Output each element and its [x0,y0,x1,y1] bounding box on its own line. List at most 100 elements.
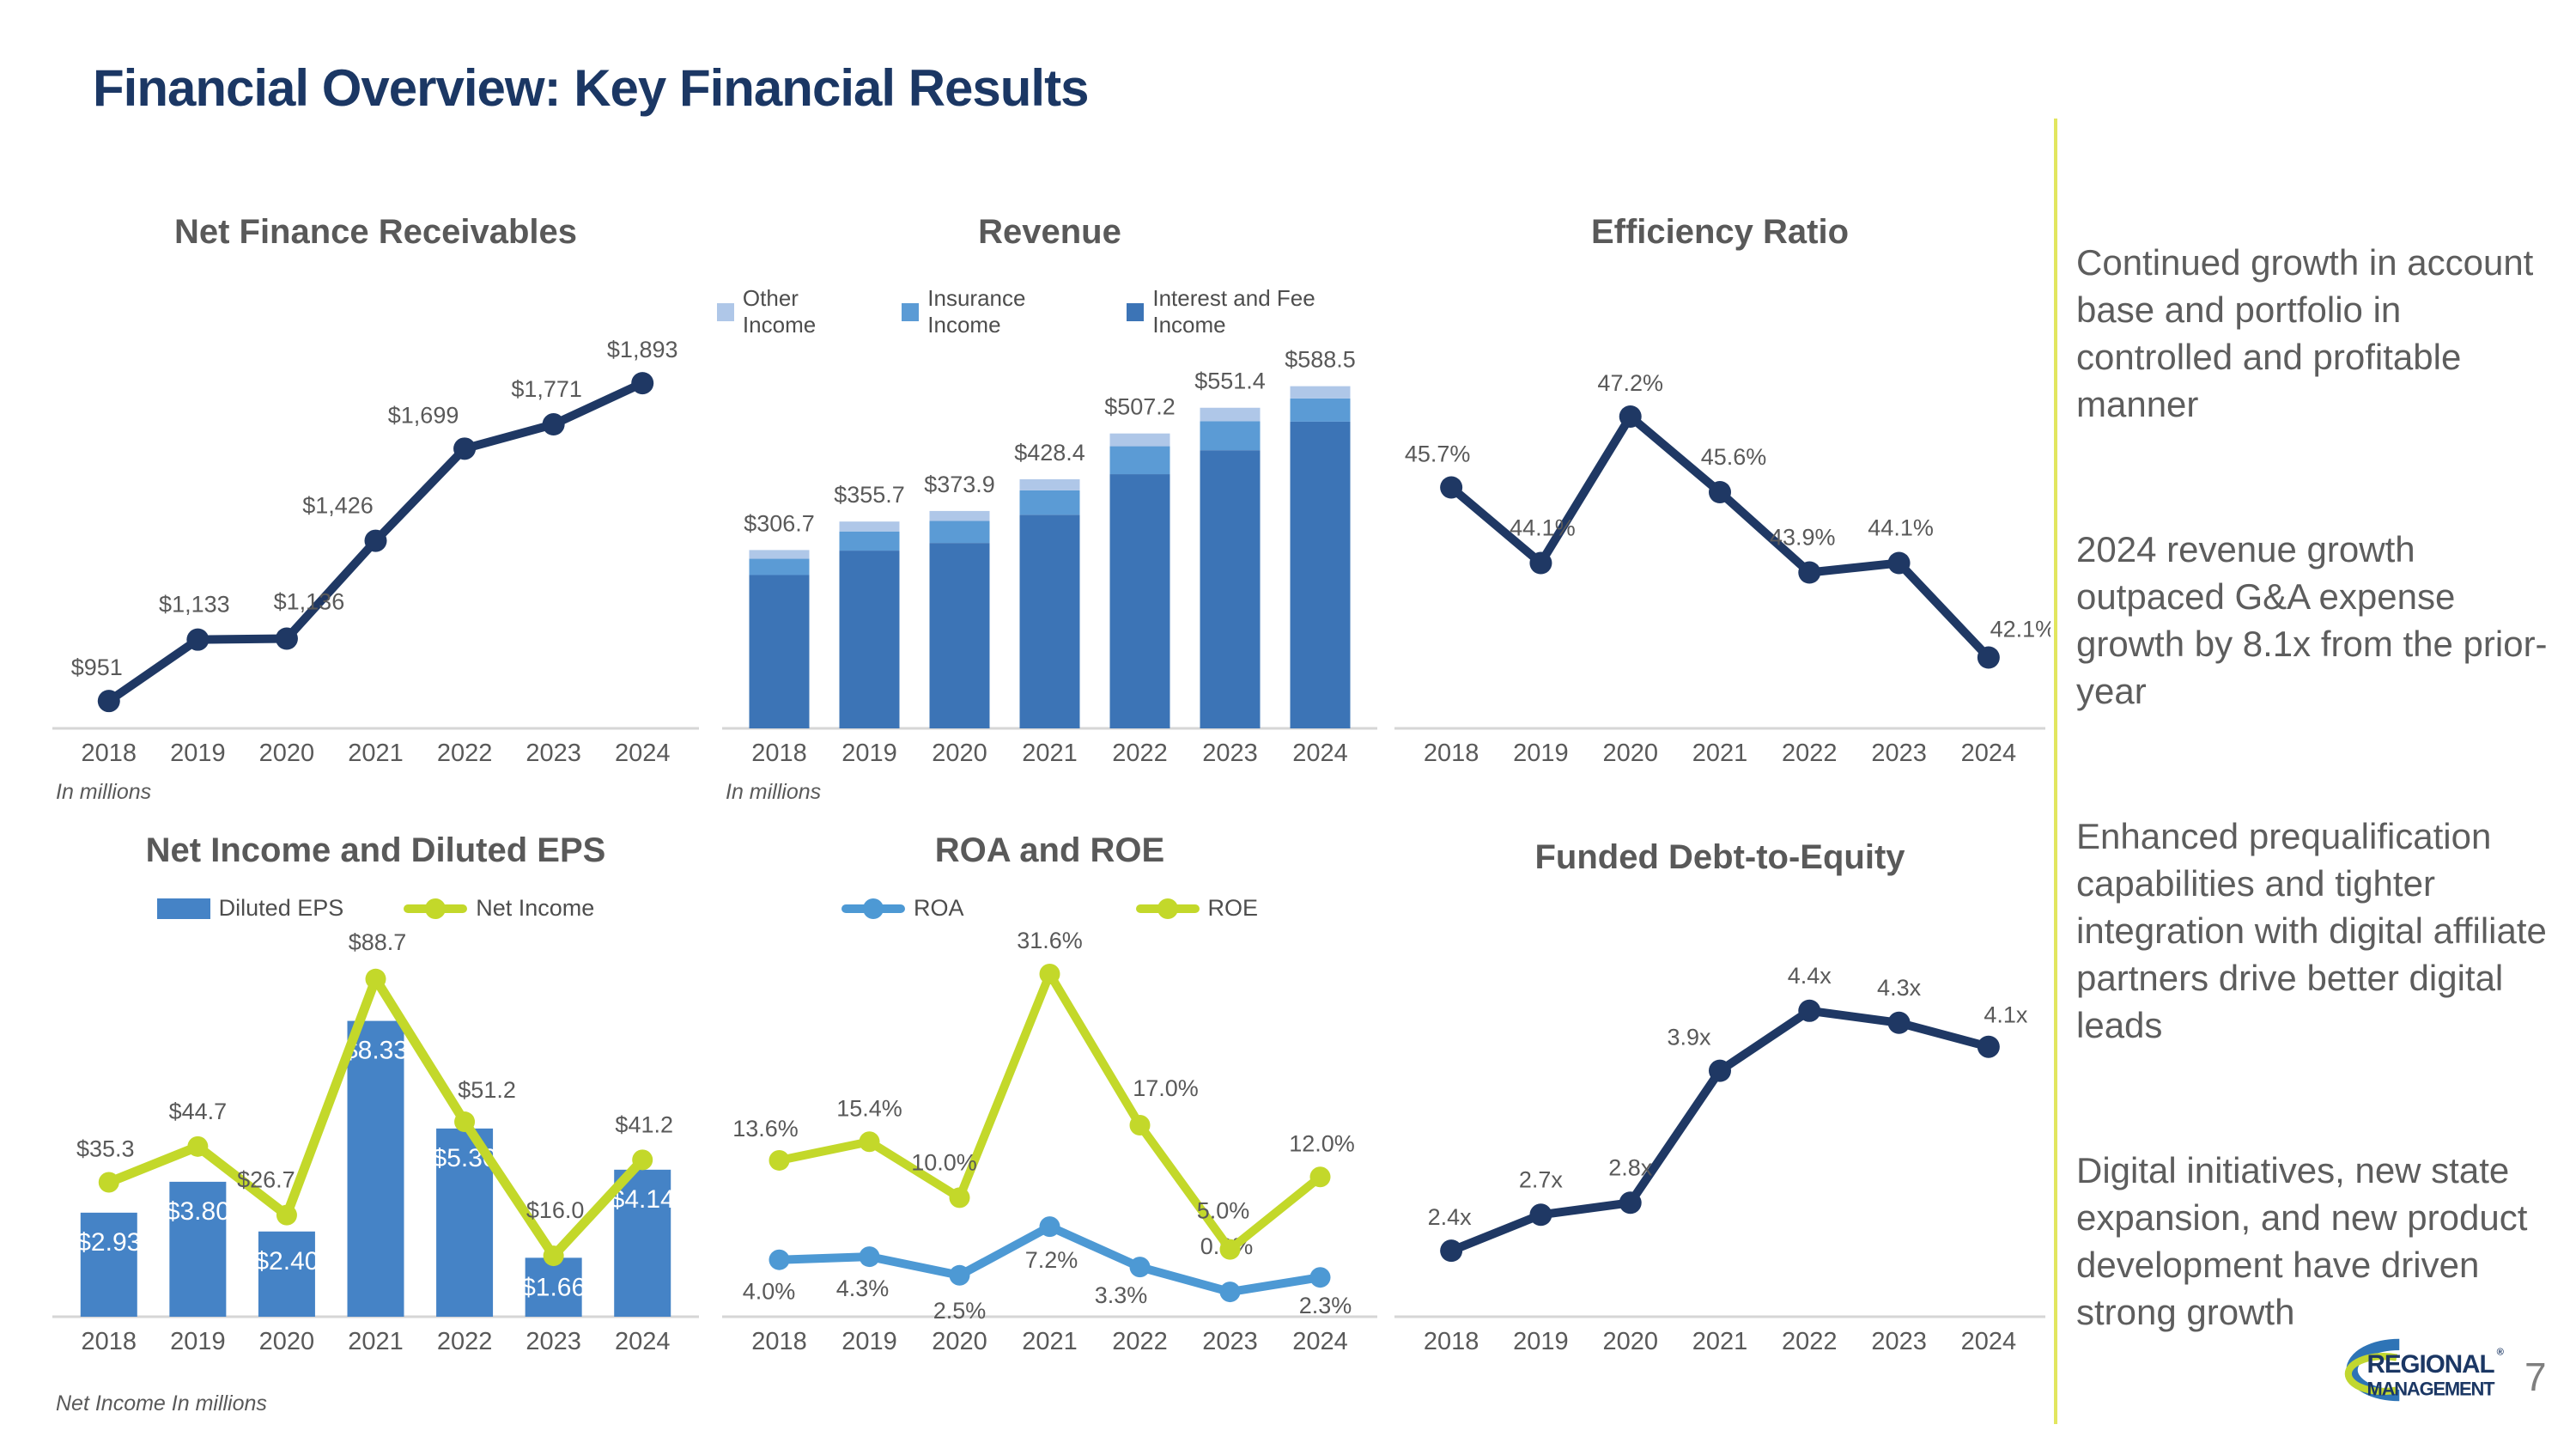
svg-text:45.6%: 45.6% [1701,444,1767,470]
svg-text:2020: 2020 [1602,1328,1658,1355]
svg-text:$51.2: $51.2 [458,1077,516,1103]
svg-text:42.1%: 42.1% [1990,617,2050,642]
svg-text:2.4x: 2.4x [1428,1204,1473,1230]
svg-text:$588.5: $588.5 [1285,347,1356,373]
svg-text:2019: 2019 [170,740,226,767]
svg-text:2022: 2022 [1782,740,1838,767]
svg-text:15.4%: 15.4% [836,1095,902,1121]
svg-text:2023: 2023 [1202,1328,1258,1355]
svg-text:2022: 2022 [1112,1328,1168,1355]
svg-text:5.0%: 5.0% [1197,1198,1250,1224]
svg-text:2.7x: 2.7x [1519,1166,1564,1192]
chart-title: Net Finance Receivables [173,213,578,251]
chart-efficiency-ratio: Efficiency Ratio 2018 2019 2020 2021 2022 202… [1389,213,2050,814]
svg-text:2022: 2022 [1782,1328,1838,1355]
svg-text:13.6%: 13.6% [732,1116,799,1142]
chart-title: Revenue [978,213,1121,251]
svg-text:45.7%: 45.7% [1405,441,1471,467]
sidebar-notes: Continued growth in account base and por… [2076,239,2550,1434]
svg-text:2018: 2018 [1424,740,1479,767]
svg-text:4.1x: 4.1x [1984,1002,2028,1028]
svg-text:7.2%: 7.2% [1025,1247,1078,1273]
svg-text:31.6%: 31.6% [1017,928,1083,953]
svg-text:$551.4: $551.4 [1194,368,1266,394]
svg-text:3.9x: 3.9x [1667,1025,1711,1050]
legend-label: ROA [913,895,964,921]
svg-text:$428.4: $428.4 [1014,440,1085,466]
svg-text:4.3x: 4.3x [1877,975,1922,1001]
svg-text:2019: 2019 [1513,740,1569,767]
svg-text:2023: 2023 [526,740,581,767]
other-income-swatch [717,302,734,321]
svg-text:10.0%: 10.0% [911,1149,977,1175]
svg-text:4.4x: 4.4x [1788,963,1832,989]
svg-text:2019: 2019 [170,1328,226,1355]
svg-text:44.1%: 44.1% [1510,515,1576,541]
svg-text:$16.0: $16.0 [526,1197,585,1223]
chart-footnote: In millions [726,780,822,804]
interest-fee-income-swatch [1127,302,1145,321]
svg-text:2022: 2022 [437,740,493,767]
svg-text:$35.3: $35.3 [76,1136,135,1162]
svg-text:2018: 2018 [751,1328,807,1355]
legend-item: ROE [1135,895,1258,922]
net-income-eps-legend: Diluted EPS Net Income [47,895,704,922]
svg-text:2021: 2021 [1022,1328,1078,1355]
svg-text:2019: 2019 [841,1328,897,1355]
sidebar-note: Digital initiatives, new state expansion… [2076,1150,2528,1332]
line-plot: 2018 2019 2020 2021 2022 2023 2024 $951 $1,133 $1… [52,337,699,767]
svg-text:2024: 2024 [1292,1328,1348,1355]
svg-text:$355.7: $355.7 [834,482,905,508]
svg-text:2021: 2021 [1692,740,1748,767]
svg-text:12.0%: 12.0% [1289,1130,1355,1156]
svg-text:$951: $951 [71,654,123,680]
svg-text:2.5%: 2.5% [933,1298,987,1324]
two-line-plot: 2018 2019 2020 2021 2022 2023 2024 4.0% 4.3% 2.5%… [722,928,1377,1355]
line-plot: 2018 2019 2020 2021 2022 2023 2024 45.7% 44.1% 47… [1394,370,2050,767]
logo-text-management: MANAGEMENT [2366,1379,2495,1400]
diluted-eps-swatch [156,898,210,919]
svg-text:47.2%: 47.2% [1597,370,1663,396]
svg-text:2023: 2023 [1202,740,1258,767]
svg-text:2018: 2018 [751,740,807,767]
svg-text:2024: 2024 [615,740,671,767]
svg-text:2019: 2019 [841,740,897,767]
legend-label: Insurance Income [927,285,1026,338]
svg-text:2018: 2018 [82,1328,137,1355]
revenue-legend: Other Income Insurance Income Interest a… [717,285,1382,338]
svg-text:$306.7: $306.7 [744,510,815,536]
combo-plot: 2018 2019 2020 2021 2022 2023 2024 $2.93 $3.80 $2… [52,929,699,1355]
legend-item: Diluted EPS [156,895,343,922]
svg-text:$507.2: $507.2 [1104,394,1176,420]
svg-text:2023: 2023 [1871,740,1927,767]
chart-footnote: In millions [56,780,152,804]
svg-text:43.9%: 43.9% [1770,525,1836,551]
page-number: 7 [2524,1355,2547,1399]
svg-text:2021: 2021 [1022,740,1078,767]
svg-text:$1,893: $1,893 [607,337,678,362]
svg-text:$1,426: $1,426 [302,493,374,519]
legend-label: Net Income [476,895,595,921]
svg-text:2020: 2020 [259,1328,315,1355]
svg-text:$41.2: $41.2 [615,1111,673,1137]
svg-text:44.1%: 44.1% [1868,515,1934,541]
sidebar-note: Enhanced prequalification capabilities a… [2076,816,2547,1045]
legend-item: Other Income [717,285,871,338]
svg-text:$1,699: $1,699 [388,402,459,428]
svg-text:2024: 2024 [1961,1328,2017,1355]
net-income-swatch [404,898,468,919]
chart-revenue: Revenue Other Income Insurance Income In… [717,213,1382,814]
svg-text:$88.7: $88.7 [349,929,407,955]
roa-swatch [841,898,905,919]
logo-text-regional: REGIONAL [2366,1350,2494,1379]
svg-text:4.3%: 4.3% [836,1275,890,1301]
svg-text:$1.66: $1.66 [521,1273,586,1301]
legend-item: Net Income [404,895,594,922]
svg-text:$2.40: $2.40 [254,1247,319,1275]
legend-item: Insurance Income [902,285,1096,338]
svg-text:$1,136: $1,136 [274,589,345,615]
divider-line [2054,119,2057,1424]
svg-text:2020: 2020 [932,740,987,767]
svg-text:2019: 2019 [1513,1328,1569,1355]
